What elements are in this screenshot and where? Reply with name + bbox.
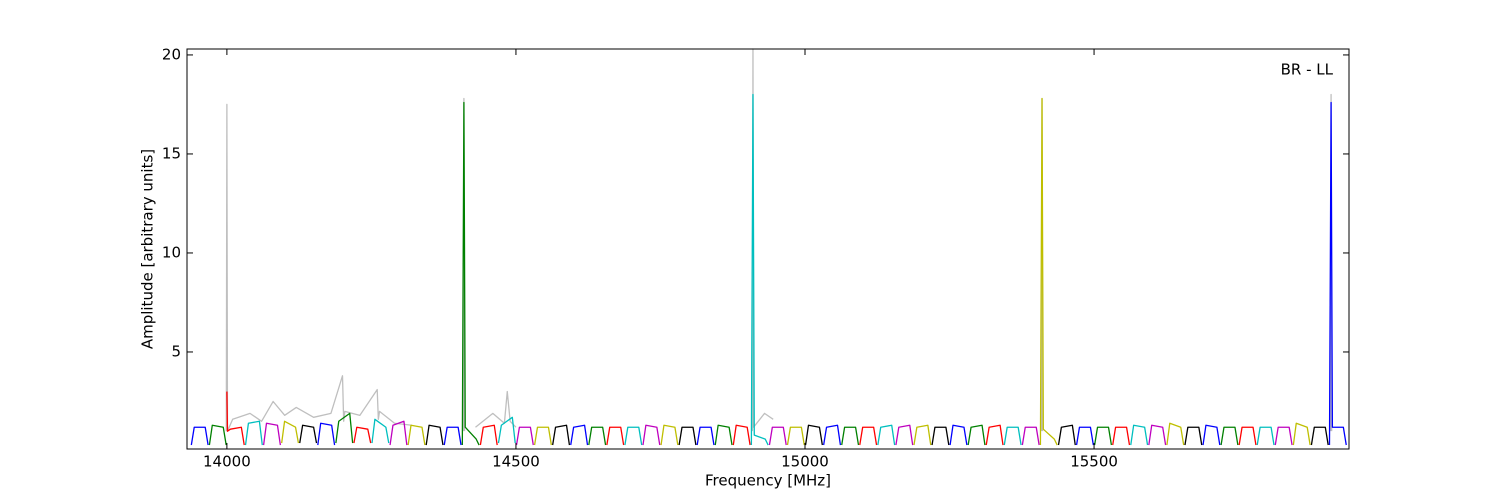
series-line xyxy=(190,101,1347,446)
x-tick-label: 15500 xyxy=(1070,453,1118,471)
series-line xyxy=(225,48,1333,432)
y-tick-label: 10 xyxy=(162,243,181,261)
x-axis-label: Frequency [MHz] xyxy=(705,472,831,490)
series-line xyxy=(226,391,1257,446)
x-tick-label: 14000 xyxy=(203,453,251,471)
x-tick-label: 14500 xyxy=(492,453,540,471)
series-line xyxy=(208,101,1239,446)
plot-area xyxy=(190,48,1347,446)
y-tick-label: 20 xyxy=(162,45,181,63)
y-tick-label: 5 xyxy=(171,342,181,360)
axes-frame xyxy=(186,48,1350,450)
y-axis-label: Amplitude [arbitrary units] xyxy=(139,149,157,349)
y-tick-label: 15 xyxy=(162,144,181,162)
series-line xyxy=(281,97,1311,446)
annotation: BR - LL xyxy=(1281,61,1334,79)
x-tick-label: 15000 xyxy=(781,453,829,471)
series-line xyxy=(299,424,1329,446)
series-line xyxy=(262,420,1293,446)
series-line xyxy=(244,93,1275,446)
